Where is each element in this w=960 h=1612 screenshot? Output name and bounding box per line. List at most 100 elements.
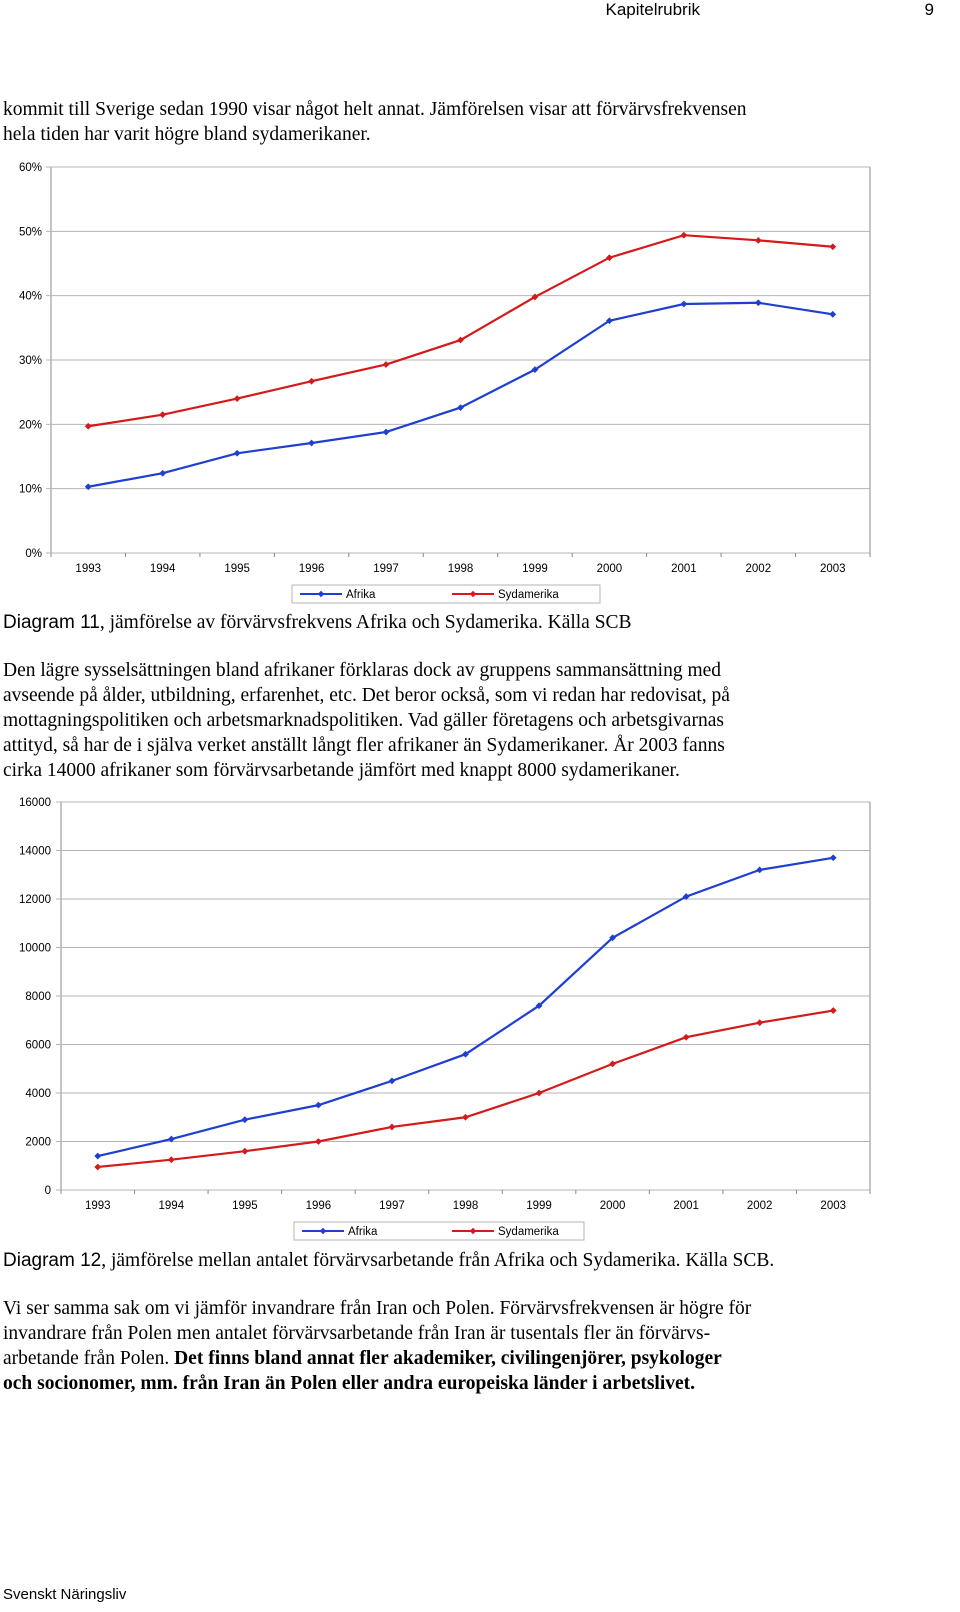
chart2-point-sydamerika [535, 1089, 543, 1097]
chart1-point-afrika [829, 310, 837, 318]
chart1-point-afrika [531, 366, 539, 374]
caption-diagram-12: Diagram 12, jämförelse mellan antalet fö… [3, 1250, 774, 1272]
chart2-x-tick-label: 2002 [747, 1200, 773, 1212]
paragraph-2-line-4: attityd, så har de i själva verket anstä… [3, 735, 725, 756]
chart2-x-tick-label: 1997 [379, 1200, 405, 1212]
chart1-y-tick-label: 20% [19, 419, 42, 431]
chart2-point-afrika [315, 1101, 322, 1109]
chart1-legend-label-sydamerika: Sydamerika [498, 589, 559, 601]
intro-line-1: kommit till Sverige sedan 1990 visar någ… [3, 99, 747, 120]
chart1-x-tick-label: 1996 [299, 563, 325, 575]
chart1-point-sydamerika [531, 293, 539, 301]
chart1-point-sydamerika [382, 361, 390, 368]
chart-employment-rate-svg: 0% 10% 20% 30% 40% 50% 60% 1993 1994 1995 1996 1997… [19, 162, 871, 604]
chart2-point-afrika [756, 866, 764, 874]
chart2-point-sydamerika [682, 1033, 690, 1041]
chart2-point-sydamerika [829, 1007, 837, 1014]
chart1-y-tick-label: 40% [19, 291, 42, 303]
chart2-point-afrika [829, 854, 837, 862]
paragraph-3: Vi ser samma sak om vi jämför invandrare… [3, 1296, 903, 1396]
chart2-x-tick-label: 2003 [820, 1200, 846, 1212]
chart1-point-sydamerika [308, 377, 315, 385]
chart1-point-sydamerika [457, 336, 464, 344]
chart2-y-tick-label: 6000 [25, 1040, 51, 1052]
chart1-line-afrika [88, 301, 833, 488]
caption-diagram-11: Diagram 11, jämförelse av förvärvsfrekve… [3, 612, 632, 634]
chart1-y-tick-label: 60% [19, 162, 42, 174]
chart2-point-sydamerika [388, 1123, 396, 1131]
paragraph-2-line-1: Den lägre sysselsättningen bland afrikan… [3, 660, 722, 681]
chart2-x-tick-label: 1994 [159, 1200, 185, 1212]
chart2-point-sydamerika [241, 1147, 249, 1155]
chart1-point-afrika [457, 404, 464, 412]
chart1-point-afrika [754, 299, 762, 307]
chart2-x-tick-label: 1998 [453, 1200, 479, 1212]
paragraph-2: Den lägre sysselsättningen bland afrikan… [3, 658, 903, 783]
chart2-point-sydamerika [315, 1138, 322, 1145]
paragraph-3-line-1: Vi ser samma sak om vi jämför invandrare… [3, 1298, 752, 1319]
chart1-x-tick-label: 1994 [150, 563, 176, 575]
chart2-x-tick-label: 1995 [232, 1200, 258, 1212]
chart1-point-sydamerika [84, 422, 92, 430]
chart2-x-tick-label: 2000 [600, 1200, 626, 1212]
chart2-y-tick-label: 2000 [25, 1137, 51, 1149]
chart-employed-count-svg: 0 2000 4000 6000 8000 10000 12000 14000 16000 199… [19, 797, 871, 1241]
chart1-x-tick-label: 2001 [671, 563, 697, 575]
paragraph-3-line-3-bold: Det finns bland annat fler akademiker, c… [174, 1348, 722, 1369]
chart2-point-sydamerika [167, 1156, 175, 1164]
paragraph-2-line-2: avseende på ålder, utbildning, erfarenhe… [3, 685, 730, 706]
chapter-title: Kapitelrubrik [605, 0, 701, 19]
chart2-y-tick-label: 0 [45, 1185, 51, 1197]
chart1-legend-marker-sydamerika [469, 590, 477, 598]
chart1-legend-marker-afrika [317, 590, 325, 598]
chart1-point-afrika [233, 449, 241, 457]
chart1-x-tick-label: 1997 [373, 563, 399, 575]
chart-employment-rate: 0% 10% 20% 30% 40% 50% 60% 1993 1994 1995 1996 1997… [0, 150, 960, 610]
chart2-point-sydamerika [94, 1163, 102, 1171]
chart-employed-count: 0 2000 4000 6000 8000 10000 12000 14000 16000 199… [0, 786, 960, 1246]
paragraph-3-line-3-plain: arbetande från Polen. [3, 1348, 175, 1369]
chart1-x-tick-label: 2002 [746, 563, 772, 575]
chart1-point-afrika [84, 483, 92, 491]
chart2-point-afrika [682, 893, 690, 900]
chart2-legend-label-sydamerika: Sydamerika [498, 1226, 559, 1238]
chart2-point-afrika [609, 934, 616, 942]
chart1-x-tick-label: 2000 [597, 563, 623, 575]
chart1-legend [291, 584, 601, 604]
chart2-legend [293, 1221, 585, 1241]
chart2-x-tick-label: 2001 [673, 1200, 699, 1212]
caption-diagram-11-text: , jämförelse av förvärvsfrekvens Afrika … [99, 612, 632, 633]
chart1-line-sydamerika [88, 234, 833, 428]
chart2-point-afrika [535, 1002, 543, 1010]
chart2-point-afrika [241, 1116, 249, 1124]
chart1-legend-label-afrika: Afrika [346, 589, 376, 601]
intro-paragraph: kommit till Sverige sedan 1990 visar någ… [3, 97, 903, 147]
chart1-point-sydamerika [680, 231, 688, 239]
chart1-point-sydamerika [606, 254, 613, 262]
chart2-point-sydamerika [756, 1019, 764, 1027]
chart2-y-tick-label: 4000 [25, 1088, 51, 1100]
chart1-point-afrika [382, 428, 390, 436]
chart2-x-tick-label: 1999 [526, 1200, 552, 1212]
page-number: 9 [924, 0, 934, 19]
paragraph-3-line-4-bold: och socionomer, mm. från Iran än Polen e… [3, 1373, 696, 1394]
chart2-point-sydamerika [462, 1113, 469, 1121]
page-header: Kapitelrubrik 9 [0, 0, 960, 20]
chart1-point-sydamerika [754, 236, 762, 244]
chart2-point-sydamerika [609, 1060, 616, 1068]
chart2-line-sydamerika [97, 1009, 834, 1169]
chart2-x-tick-label: 1993 [85, 1200, 111, 1212]
intro-line-2: hela tiden har varit högre bland sydamer… [3, 124, 371, 145]
chart2-legend-label-afrika: Afrika [348, 1226, 378, 1238]
paragraph-2-line-5: cirka 14000 afrikaner som förvärvsarbeta… [3, 760, 680, 781]
chart2-point-afrika [388, 1077, 396, 1085]
chart1-x-tick-label: 1993 [75, 563, 101, 575]
chart1-point-sydamerika [233, 395, 241, 402]
chart2-x-tick-label: 1996 [306, 1200, 332, 1212]
chart1-x-tick-label: 2003 [820, 563, 846, 575]
chart2-y-tick-label: 14000 [19, 846, 51, 858]
chart1-point-afrika [308, 439, 315, 447]
chart2-line-afrika [97, 856, 834, 1158]
chart1-y-tick-label: 30% [19, 355, 42, 367]
caption-diagram-12-label: Diagram 12 [3, 1250, 102, 1271]
